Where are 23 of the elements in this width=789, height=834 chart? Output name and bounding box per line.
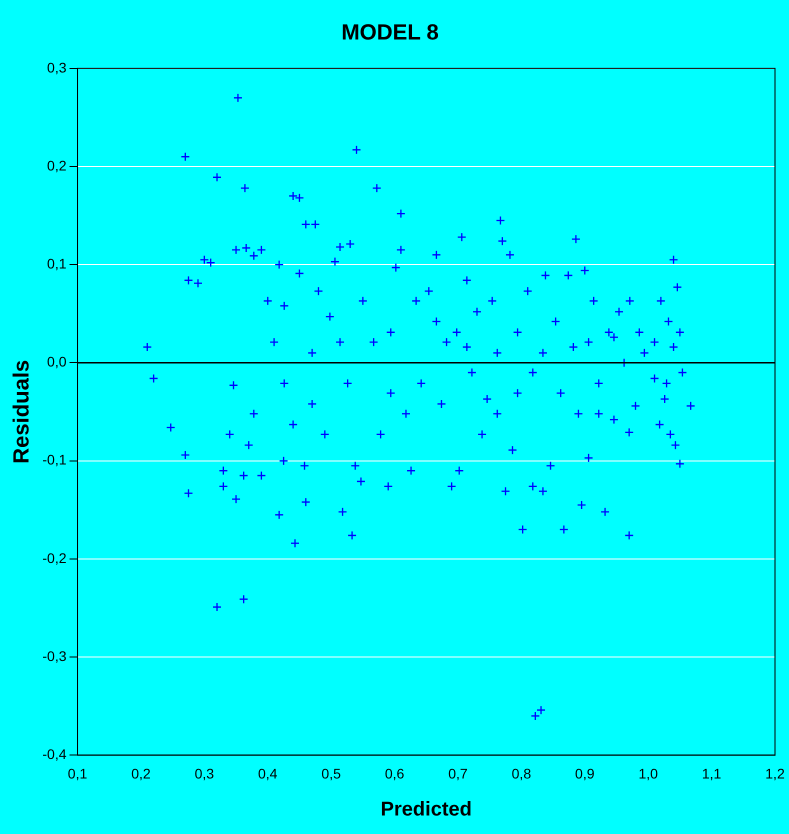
- x-tick-label: 0,1: [68, 765, 88, 782]
- x-tick-label: 1,2: [765, 765, 785, 782]
- y-tick-label: -0,3: [42, 648, 67, 664]
- y-tick-label: 0,3: [47, 59, 67, 76]
- chart-title: MODEL 8: [341, 19, 439, 44]
- x-tick-label: 0,2: [131, 765, 151, 782]
- y-tick-label: -0,2: [42, 550, 67, 566]
- y-axis-title: Residuals: [8, 360, 34, 464]
- y-tick-label: 0,1: [47, 255, 67, 272]
- y-tick-label: -0,1: [42, 452, 67, 468]
- y-tick-label: -0,4: [42, 746, 67, 762]
- x-tick-label: 0,3: [194, 765, 214, 782]
- x-tick-label: 0,4: [258, 765, 278, 782]
- x-tick-label: 1,1: [702, 765, 722, 782]
- x-tick-label: 0,8: [512, 765, 532, 782]
- x-tick-label: 0,6: [384, 765, 404, 782]
- y-tick-label: 0,2: [47, 157, 67, 174]
- x-tick-label: 1,0: [638, 765, 658, 782]
- y-tick-label: 0,0: [47, 354, 67, 370]
- x-tick-label: 0,7: [448, 765, 468, 782]
- x-tick-label: 0,5: [321, 765, 342, 782]
- x-tick-label: 0,9: [575, 765, 595, 782]
- x-axis-title: Predicted: [380, 798, 472, 821]
